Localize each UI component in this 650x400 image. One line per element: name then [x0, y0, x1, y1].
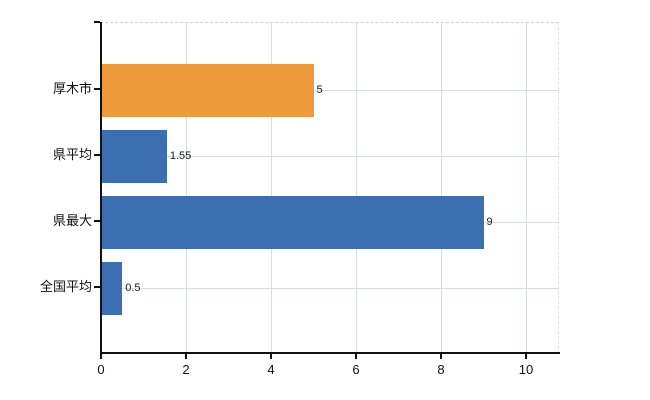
y-axis-line [100, 22, 102, 354]
y-axis-tick [94, 21, 100, 23]
horizontal-gridline [100, 90, 559, 91]
x-axis-tick-label: 8 [437, 362, 445, 377]
y-axis-category-label: 全国平均 [39, 279, 92, 294]
x-axis-tick-label: 4 [267, 362, 275, 377]
y-axis-tick [94, 220, 100, 222]
vertical-gridline [271, 23, 272, 355]
bar-県平均 [101, 129, 167, 183]
x-axis-tick-label: 2 [182, 362, 190, 377]
x-axis-tick [100, 354, 102, 359]
y-axis-category-label: 県平均 [52, 147, 92, 162]
vertical-gridline [356, 23, 357, 355]
x-axis-tick [440, 354, 442, 359]
bar-全国平均 [101, 261, 123, 315]
bar-value-label: 9 [486, 216, 493, 228]
bar-value-label: 1.55 [169, 150, 192, 162]
vertical-gridline [441, 23, 442, 355]
bar-県最大 [101, 195, 484, 249]
y-axis-category-label: 厚木市 [52, 81, 92, 96]
bar-value-label: 5 [316, 84, 323, 96]
y-axis-category-label: 県最大 [52, 213, 92, 228]
horizontal-gridline [100, 156, 559, 157]
x-axis-tick-label: 0 [97, 362, 105, 377]
vertical-gridline [526, 23, 527, 355]
bar-value-label: 0.5 [125, 282, 141, 294]
y-axis-tick [94, 88, 100, 90]
x-axis-tick [355, 354, 357, 359]
y-axis-tick [94, 286, 100, 288]
horizontal-gridline [100, 288, 559, 289]
x-axis-line [100, 352, 560, 354]
plot-area: 5 1.55 9 0.5 [100, 22, 559, 355]
vertical-gridline [186, 23, 187, 355]
x-axis-tick-label: 6 [352, 362, 360, 377]
x-axis-tick [270, 354, 272, 359]
y-axis-tick [94, 154, 100, 156]
x-axis-tick-label: 10 [518, 362, 534, 377]
bar-厚木市 [101, 63, 314, 117]
x-axis-tick [525, 354, 527, 359]
x-axis-tick [185, 354, 187, 359]
